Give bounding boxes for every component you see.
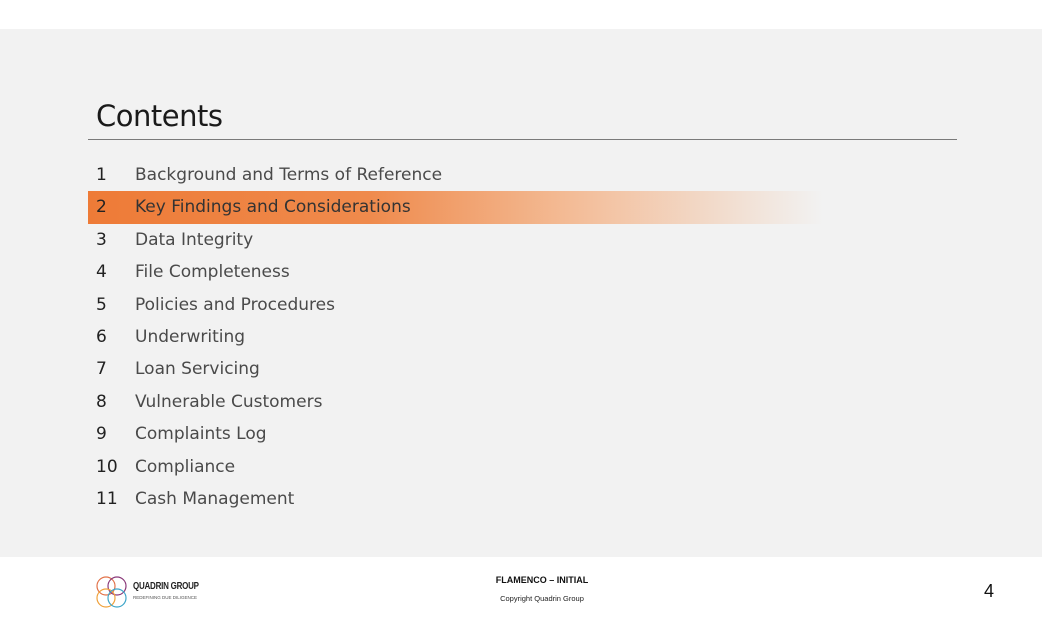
toc-item-number: 9 bbox=[96, 424, 107, 445]
toc-item[interactable]: 5 Policies and Procedures bbox=[88, 289, 957, 321]
toc-item[interactable]: 11 Cash Management bbox=[88, 483, 957, 515]
toc-item[interactable]: 1 Background and Terms of Reference bbox=[88, 159, 957, 191]
toc-item-label: Policies and Procedures bbox=[135, 294, 335, 315]
toc-item[interactable]: 7 Loan Servicing bbox=[88, 353, 957, 385]
title-divider bbox=[88, 139, 957, 140]
footer-project-title: FLAMENCO – INITIAL bbox=[495, 575, 589, 585]
logo-rings-icon bbox=[96, 576, 127, 608]
logo-tagline: REDEFINING DUE DILIGENCE bbox=[133, 595, 198, 600]
toc-item-number: 7 bbox=[96, 359, 107, 380]
toc-item-number: 3 bbox=[96, 229, 107, 250]
toc-item[interactable]: 4 File Completeness bbox=[88, 256, 957, 288]
toc-item-number: 1 bbox=[96, 165, 107, 185]
table-of-contents: 1 Background and Terms of Reference 2 Ke… bbox=[88, 159, 957, 515]
toc-item-number: 6 bbox=[96, 326, 107, 347]
footer-copyright: Copyright Quadrin Group bbox=[500, 594, 584, 603]
page-title: Contents bbox=[96, 99, 223, 133]
toc-item-number: 11 bbox=[96, 488, 118, 509]
toc-item-label: File Completeness bbox=[135, 262, 290, 283]
quadrin-logo: QUADRIN GROUP REDEFINING DUE DILIGENCE bbox=[95, 573, 235, 613]
toc-item-number: 8 bbox=[96, 391, 107, 412]
toc-item-label: Underwriting bbox=[135, 326, 246, 347]
toc-item-active[interactable]: 2 Key Findings and Considerations bbox=[88, 191, 957, 224]
toc-item-number: 5 bbox=[96, 294, 107, 315]
toc-item-label: Cash Management bbox=[135, 488, 295, 509]
page-number: 4 bbox=[984, 581, 995, 601]
toc-item-number: 2 bbox=[96, 197, 107, 218]
toc-item-number: 10 bbox=[96, 456, 118, 477]
toc-item-label: Background and Terms of Reference bbox=[135, 165, 443, 185]
toc-item-label: Loan Servicing bbox=[135, 359, 260, 380]
toc-item[interactable]: 6 Underwriting bbox=[88, 321, 957, 353]
toc-item[interactable]: 3 Data Integrity bbox=[88, 224, 957, 256]
toc-item[interactable]: 10 Compliance bbox=[88, 451, 957, 483]
toc-item-number: 4 bbox=[96, 262, 107, 283]
toc-item-label: Data Integrity bbox=[135, 229, 254, 250]
logo-name: QUADRIN GROUP bbox=[133, 581, 199, 592]
toc-item-label: Complaints Log bbox=[135, 424, 267, 445]
toc-item-label: Vulnerable Customers bbox=[135, 391, 323, 412]
footer: QUADRIN GROUP REDEFINING DUE DILIGENCE F… bbox=[0, 557, 1042, 636]
slide-body: Contents 1 Background and Terms of Refer… bbox=[0, 29, 1042, 557]
toc-item-label: Key Findings and Considerations bbox=[135, 197, 411, 218]
toc-item-label: Compliance bbox=[135, 456, 236, 477]
toc-item[interactable]: 8 Vulnerable Customers bbox=[88, 386, 957, 418]
toc-item[interactable]: 9 Complaints Log bbox=[88, 418, 957, 450]
